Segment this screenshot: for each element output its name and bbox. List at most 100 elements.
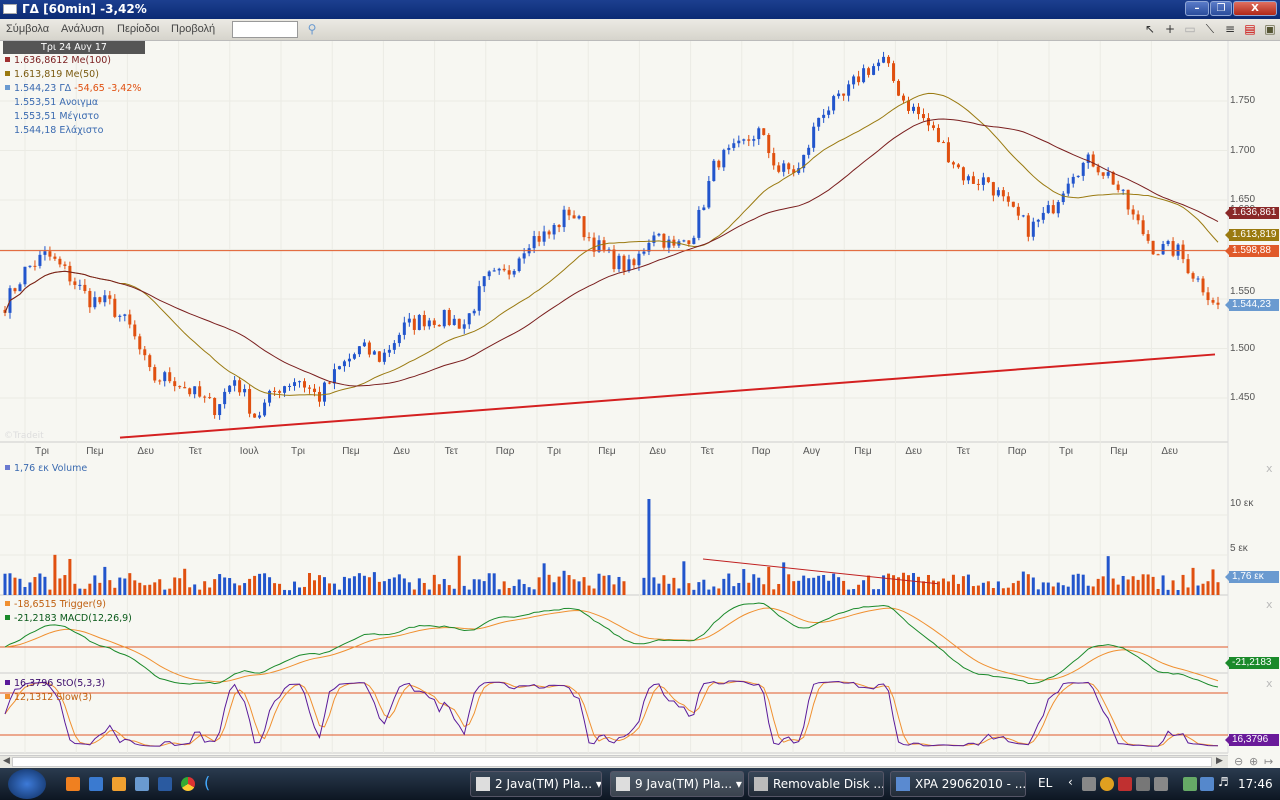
close-macd-panel-icon[interactable]: x <box>1266 598 1273 611</box>
volume-bar <box>173 577 177 595</box>
app-c-icon[interactable]: ( <box>204 773 211 792</box>
show-desktop-icon[interactable] <box>158 777 172 791</box>
search-input[interactable] <box>232 21 298 38</box>
rectangle-icon[interactable]: ▭ <box>1184 22 1196 36</box>
volume-bar <box>128 573 132 595</box>
volume-bar <box>1211 569 1215 595</box>
scroll-right-icon[interactable]: ▶ <box>1216 756 1223 766</box>
volume-bar <box>407 582 411 595</box>
volume-bar <box>98 582 102 595</box>
crosshair-icon[interactable]: + <box>1164 22 1176 36</box>
save-icon[interactable]: ▣ <box>1264 22 1276 36</box>
device-icon[interactable] <box>1154 777 1168 791</box>
time-axis-tick: Τρι <box>291 446 306 457</box>
volume-bar <box>842 580 846 595</box>
close-volume-panel-icon[interactable]: x <box>1266 462 1273 475</box>
macd-legend: -18,6515 Trigger(9) -21,2183 MACD(12,26,… <box>3 598 132 626</box>
candle-body <box>517 258 521 271</box>
language-indicator[interactable]: EL <box>1038 776 1053 790</box>
candle-body <box>88 290 92 308</box>
zoom-in-icon[interactable]: ⊕ <box>1249 755 1259 768</box>
volume-bar <box>183 568 187 595</box>
notification-icon[interactable] <box>1100 777 1114 791</box>
clock-time[interactable]: 17:46 <box>1238 777 1273 791</box>
candle-body <box>243 389 247 393</box>
scroll-left-icon[interactable]: ◀ <box>3 756 10 766</box>
fit-width-icon[interactable]: ↦ <box>1264 755 1274 768</box>
volume-bar <box>18 578 22 595</box>
antivirus-icon[interactable] <box>1118 777 1132 791</box>
volume-bar <box>133 580 137 595</box>
time-axis-tick: Πεμ <box>342 446 360 457</box>
candle-body <box>1086 154 1090 163</box>
horizontal-lines-icon[interactable]: ≡ <box>1224 22 1236 36</box>
chart-icon[interactable]: ▤ <box>1244 22 1256 36</box>
internet-explorer-icon[interactable] <box>89 777 103 791</box>
connection-icon[interactable] <box>1200 777 1214 791</box>
search-icon[interactable]: ⚲ <box>307 22 317 36</box>
candle-body <box>512 270 516 275</box>
candle-body <box>1071 176 1075 184</box>
candle-body <box>1001 190 1005 197</box>
volume-bar <box>717 588 721 595</box>
candle-body <box>627 259 631 271</box>
volume-bar <box>956 583 960 595</box>
network-icon[interactable] <box>1082 777 1096 791</box>
battery-icon[interactable] <box>1183 777 1197 791</box>
show-hidden-icons[interactable]: ‹ <box>1068 775 1073 789</box>
candle-body <box>961 167 965 181</box>
menu-symbols[interactable]: Σύμβολα <box>6 23 50 35</box>
candle-body <box>53 256 57 259</box>
volume-bar <box>193 584 197 595</box>
time-axis-tick: Πεμ <box>854 446 872 457</box>
restore-button[interactable]: ❐ <box>1210 1 1232 16</box>
candle-body <box>1131 209 1135 215</box>
volume-bar <box>1101 576 1105 595</box>
taskbar-item-java-9[interactable]: 9 Java(TM) Pla... ▾ <box>610 771 744 797</box>
volume-bar <box>1216 582 1220 595</box>
legend-high: 1.553,51 Μέγιστο <box>14 111 100 122</box>
minimize-button[interactable]: – <box>1185 1 1209 16</box>
volume-bar <box>537 577 541 595</box>
pointer-icon[interactable]: ↖ <box>1144 22 1156 36</box>
volume-bar <box>1041 582 1045 595</box>
taskbar-item-word-document[interactable]: XPA 29062010 - ... <box>890 771 1026 797</box>
horizontal-scrollbar[interactable]: ◀ ▶ <box>0 755 1228 768</box>
switch-windows-icon[interactable] <box>135 777 149 791</box>
chrome-icon[interactable] <box>181 777 195 791</box>
volume-bar <box>58 578 62 595</box>
clock-icon[interactable] <box>112 777 126 791</box>
candle-body <box>941 142 945 144</box>
volume-bar <box>832 573 836 595</box>
display-icon[interactable] <box>1136 777 1150 791</box>
volume-bar <box>782 562 786 595</box>
menu-periods[interactable]: Περίοδοι <box>117 23 160 35</box>
volume-icon[interactable]: ♬ <box>1218 775 1229 789</box>
chart-canvas[interactable]: ©Tradeit <box>0 41 1280 755</box>
legend-date: Τρι 24 Αυγ 17 <box>3 41 145 54</box>
taskbar-item-java-2[interactable]: 2 Java(TM) Pla... ▾ <box>470 771 602 797</box>
scroll-thumb[interactable] <box>12 757 1212 767</box>
media-player-icon[interactable] <box>66 777 80 791</box>
volume-bar <box>243 583 247 595</box>
time-axis-tick: Παρ <box>495 446 515 457</box>
menu-view[interactable]: Προβολή <box>171 23 216 35</box>
candle-body <box>936 127 940 143</box>
close-stochastic-panel-icon[interactable]: x <box>1266 677 1273 690</box>
line-icon[interactable]: ⟍ <box>1205 22 1215 36</box>
candle-body <box>991 182 995 196</box>
taskbar-item-removable-disk[interactable]: Removable Disk ... <box>748 771 884 797</box>
candle-body <box>1016 206 1020 216</box>
zoom-out-icon[interactable]: ⊖ <box>1234 755 1244 768</box>
volume-bar <box>1116 584 1120 595</box>
volume-bar <box>692 589 696 595</box>
candle-body <box>847 84 851 96</box>
volume-bar <box>203 581 207 595</box>
start-button[interactable] <box>8 769 46 799</box>
candle-body <box>762 128 766 135</box>
menu-analysis[interactable]: Ανάλυση <box>61 23 105 35</box>
candle-body <box>842 93 846 96</box>
close-button[interactable]: X <box>1233 1 1277 16</box>
candle-body <box>492 270 496 272</box>
candle-body <box>976 183 980 185</box>
